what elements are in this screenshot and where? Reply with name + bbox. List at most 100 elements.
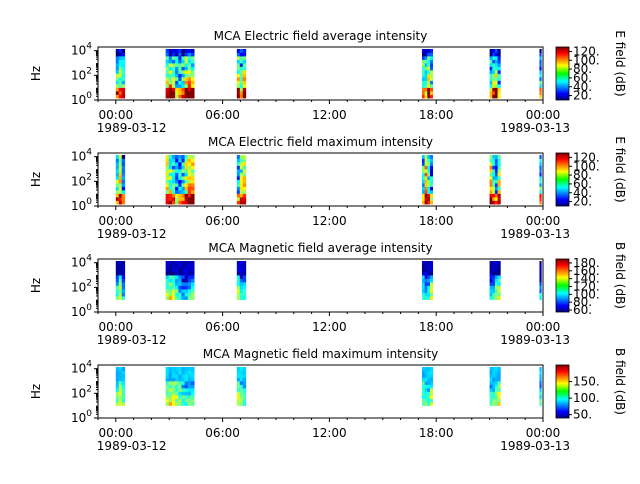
spectrogram-cell xyxy=(236,370,241,375)
spectrogram-cell xyxy=(427,56,431,60)
spectrogram-cell xyxy=(171,183,176,187)
axes-frame xyxy=(97,152,544,207)
spectrogram-cell xyxy=(492,87,496,92)
spectrogram-cell xyxy=(187,162,192,166)
spectrogram-cell xyxy=(178,56,182,60)
spectrogram-cell xyxy=(184,190,189,194)
spectrogram-cell xyxy=(115,66,120,71)
spectrogram-cell xyxy=(494,282,499,286)
spectrogram-cell xyxy=(242,391,247,396)
spectrogram xyxy=(115,155,542,205)
spectrogram-cell xyxy=(489,186,493,191)
spectrogram-cell xyxy=(489,165,493,170)
spectrogram-cell xyxy=(429,193,434,198)
spectrogram-cell xyxy=(187,70,192,74)
spectrogram-cell xyxy=(178,176,182,180)
spectrogram-cell xyxy=(165,91,170,95)
spectrogram-cell xyxy=(421,179,426,184)
spectrogram-cell xyxy=(171,94,176,99)
spectrogram-cell xyxy=(539,402,542,406)
spectrogram-cell xyxy=(165,367,170,371)
spectrogram-cell xyxy=(171,52,176,57)
spectrogram-cell xyxy=(165,264,170,269)
colorbar-tick-label: 40. xyxy=(573,80,592,94)
spectrogram-cell xyxy=(181,66,186,71)
spectrogram-cell xyxy=(242,285,247,290)
spectrogram-cell xyxy=(178,70,182,74)
spectrogram-cell xyxy=(539,186,542,191)
colorbar xyxy=(556,365,569,418)
spectrogram-cell xyxy=(121,80,126,85)
panel-title: MCA Magnetic field average intensity xyxy=(208,241,432,255)
spectrogram-cell xyxy=(187,63,192,67)
spectrogram-cell xyxy=(115,268,120,272)
spectrogram-cell xyxy=(190,172,195,177)
spectrogram-cell xyxy=(242,179,247,184)
spectrogram-cell xyxy=(424,200,428,205)
spectrogram-cell xyxy=(181,374,186,378)
spectrogram-cell xyxy=(184,186,189,191)
spectrogram-cell xyxy=(184,59,189,64)
spectrogram-cell xyxy=(239,285,244,290)
spectrogram-cell xyxy=(165,384,170,389)
spectrogram-cell xyxy=(115,388,120,392)
spectrogram-cell xyxy=(184,179,189,184)
spectrogram-cell xyxy=(429,381,434,385)
spectrogram-cell xyxy=(178,200,182,205)
spectrogram-cell xyxy=(497,162,501,166)
spectrogram-cell xyxy=(175,155,179,159)
y-tick-label: 104 xyxy=(71,254,92,270)
spectrogram-cell xyxy=(181,70,186,74)
spectrogram-cell xyxy=(165,56,170,60)
spectrogram-cell xyxy=(239,63,244,67)
spectrogram-cell xyxy=(239,84,244,88)
spectrogram-cell xyxy=(171,377,176,382)
spectrogram-cell xyxy=(168,388,173,392)
spectrogram-cell xyxy=(184,388,189,392)
spectrogram-cell xyxy=(492,289,496,293)
spectrogram-cell xyxy=(492,395,496,399)
spectrogram-cell xyxy=(171,66,176,71)
spectrogram-cell xyxy=(118,169,123,173)
spectrogram-cell xyxy=(168,162,173,166)
spectrogram-cell xyxy=(489,388,493,392)
spectrogram-cell xyxy=(421,193,426,198)
spectrogram-cell xyxy=(424,370,428,375)
spectrogram-cell xyxy=(190,63,195,67)
spectrogram-cell xyxy=(492,285,496,290)
spectrogram-cell xyxy=(427,70,431,74)
spectrogram-cell xyxy=(175,87,179,92)
spectrogram-cell xyxy=(236,186,241,191)
spectrogram-cell xyxy=(429,268,434,272)
colorbar-label: E field (dB) xyxy=(613,136,627,202)
spectrogram-cell xyxy=(494,398,499,403)
spectrogram-cell xyxy=(171,388,176,392)
spectrogram-cell xyxy=(539,176,542,180)
spectrogram-cell xyxy=(427,384,431,389)
spectrogram xyxy=(115,261,542,300)
spectrogram-cell xyxy=(236,84,241,88)
spectrogram-cell xyxy=(239,186,244,191)
colorbar-tick-label: 100. xyxy=(573,159,600,173)
spectrogram-cell xyxy=(178,169,182,173)
spectrogram-cell xyxy=(184,80,189,85)
spectrogram-cell xyxy=(190,186,195,191)
spectrogram-cell xyxy=(424,56,428,60)
spectrogram-cell xyxy=(184,193,189,198)
spectrogram-cell xyxy=(187,282,192,286)
spectrogram-cell xyxy=(168,278,173,283)
spectrogram-cell xyxy=(187,66,192,71)
spectrogram-cell xyxy=(424,402,428,406)
spectrogram-cell xyxy=(165,271,170,276)
spectrogram-cell xyxy=(236,158,241,163)
colorbar-label: E field (dB) xyxy=(613,30,627,96)
spectrogram-cell xyxy=(184,296,189,300)
spectrogram-cell xyxy=(187,296,192,300)
spectrogram-cell xyxy=(190,70,195,74)
spectrogram-cell xyxy=(187,377,192,382)
spectrogram-cell xyxy=(489,381,493,385)
spectrogram-cell xyxy=(421,402,426,406)
spectrogram-cell xyxy=(184,200,189,205)
spectrogram-cell xyxy=(427,73,431,78)
spectrogram-cell xyxy=(175,70,179,74)
